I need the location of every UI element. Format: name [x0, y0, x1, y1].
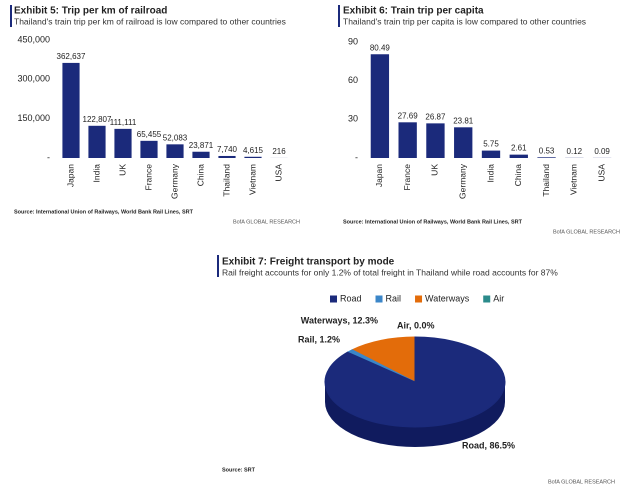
x-tick-label: Japan: [374, 164, 384, 187]
bar: [481, 150, 501, 158]
value-label: 0.09: [594, 147, 610, 156]
legend-label: Waterways: [425, 293, 470, 303]
slice-label: Rail, 1.2%: [298, 334, 340, 344]
value-label: 5.75: [483, 140, 499, 149]
legend-label: Air: [493, 293, 504, 303]
chart-subtitle: Thailand's train trip per capita is low …: [343, 16, 586, 26]
slice-label: Road, 86.5%: [462, 440, 515, 450]
value-label: 26.87: [425, 112, 446, 121]
bar: [218, 155, 236, 158]
header-marker: [10, 5, 12, 27]
value-label: 0.53: [539, 146, 555, 155]
bar: [398, 122, 417, 158]
value-label: 122,807: [83, 115, 112, 124]
chart-subtitle: Rail freight accounts for only 1.2% of t…: [222, 267, 558, 277]
x-tick-label: France: [143, 164, 153, 191]
header-marker: [338, 5, 340, 27]
bar: [166, 144, 184, 158]
credit: BofA GLOBAL RESEARCH: [548, 479, 615, 485]
y-tick-label: -: [355, 152, 358, 162]
x-tick-label: UK: [117, 164, 127, 176]
header-marker: [217, 255, 219, 277]
bar: [244, 156, 262, 158]
x-tick-label: India: [485, 164, 495, 183]
bar: [192, 151, 210, 158]
x-tick-label: USA: [273, 164, 283, 182]
legend-label: Rail: [386, 293, 402, 303]
value-label: 362,637: [57, 52, 86, 61]
value-label: 111,111: [110, 118, 137, 127]
legend-swatch: [375, 295, 383, 303]
y-tick-label: 30: [348, 114, 358, 124]
bar: [62, 62, 80, 158]
value-label: 0.12: [567, 147, 583, 156]
chart-subtitle: Thailand's train trip per km of railroad…: [14, 16, 286, 26]
chart-title: Exhibit 7: Freight transport by mode: [222, 257, 395, 268]
y-tick-label: 300,000: [17, 74, 50, 84]
value-label: 80.49: [370, 43, 391, 52]
value-label: 7,740: [217, 145, 238, 154]
x-tick-label: India: [91, 164, 101, 183]
credit: BofA GLOBAL RESEARCH: [553, 229, 620, 235]
x-tick-label: Vietnam: [247, 164, 257, 195]
bar: [370, 54, 390, 158]
bar: [114, 128, 132, 158]
source-note: Source: International Union of Railways,…: [343, 219, 523, 225]
value-label: 65,455: [137, 130, 162, 139]
bar: [537, 157, 556, 158]
x-tick-label: Thailand: [221, 164, 231, 197]
x-tick-label: Vietnam: [569, 164, 579, 195]
pie-slice: [324, 336, 506, 428]
x-tick-label: Germany: [457, 163, 467, 199]
bar: [509, 154, 528, 158]
value-label: 27.69: [398, 111, 419, 120]
credit: BofA GLOBAL RESEARCH: [233, 219, 300, 225]
source-note: Source: International Union of Railways,…: [14, 209, 194, 215]
pie-slice: [351, 336, 416, 383]
y-tick-label: 150,000: [17, 113, 50, 123]
y-tick-label: 90: [348, 36, 358, 46]
legend-label: Road: [340, 293, 362, 303]
x-tick-label: Germany: [169, 163, 179, 199]
slice-label: Air, 0.0%: [397, 320, 435, 330]
x-tick-label: France: [402, 164, 412, 191]
bar: [140, 140, 158, 158]
x-tick-label: China: [195, 164, 205, 186]
value-label: 216: [272, 147, 286, 156]
legend-swatch: [483, 295, 491, 303]
bar: [88, 125, 106, 158]
x-tick-label: Thailand: [541, 164, 551, 197]
legend-swatch: [415, 295, 423, 303]
bar: [454, 127, 473, 158]
x-tick-label: UK: [430, 164, 440, 176]
chart-title: Exhibit 5: Trip per km of railroad: [14, 6, 167, 17]
y-tick-label: 450,000: [17, 34, 50, 44]
value-label: 4,615: [243, 146, 264, 155]
x-tick-label: USA: [596, 164, 606, 182]
bar: [426, 123, 445, 158]
value-label: 23,871: [189, 141, 214, 150]
slice-label: Waterways, 12.3%: [301, 315, 378, 325]
x-tick-label: China: [513, 164, 523, 186]
value-label: 23.81: [453, 116, 474, 125]
x-tick-label: Japan: [65, 164, 75, 187]
value-label: 2.61: [511, 144, 527, 153]
y-tick-label: 60: [348, 75, 358, 85]
y-tick-label: -: [47, 152, 50, 162]
legend-swatch: [330, 295, 337, 303]
value-label: 52,083: [163, 133, 188, 142]
chart-title: Exhibit 6: Train trip per capita: [343, 6, 484, 17]
source-note: Source: SRT: [222, 467, 256, 473]
